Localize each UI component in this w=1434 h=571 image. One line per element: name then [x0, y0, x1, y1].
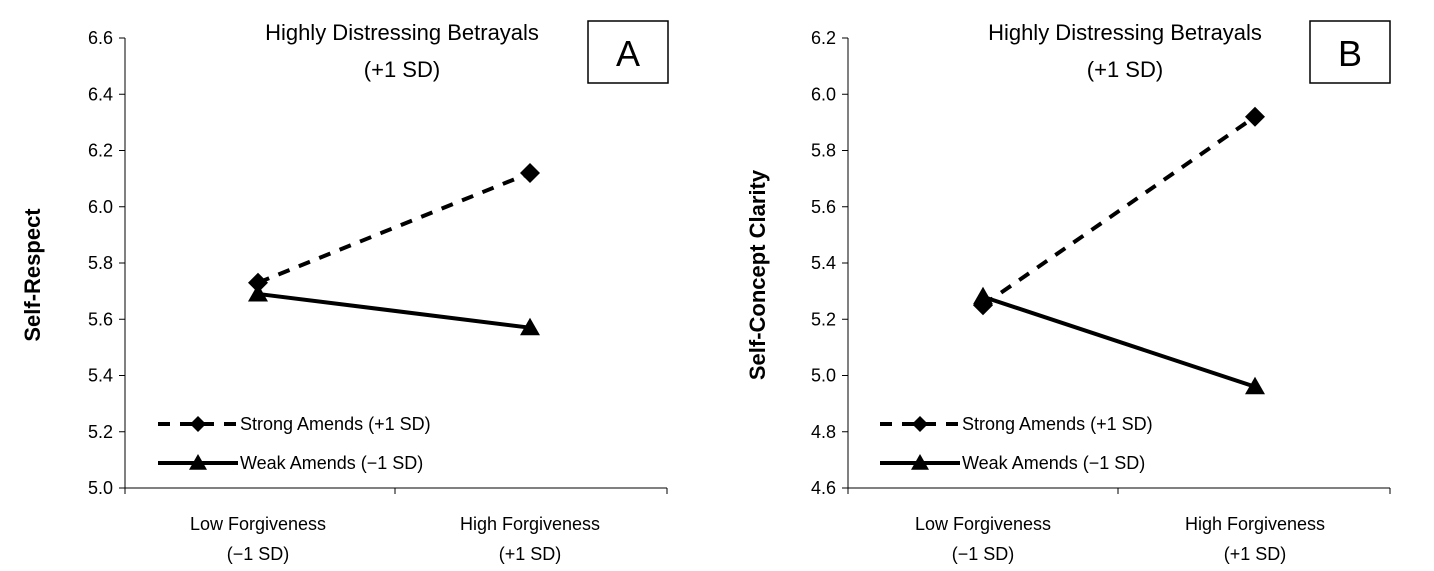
weak-amends-line: [257, 291, 531, 330]
y-tick-label: 6.0: [811, 84, 836, 104]
strong-amends-line: [257, 171, 531, 285]
chart-title: Highly Distressing Betrayals: [265, 20, 539, 45]
y-tick-label: 5.4: [88, 366, 113, 386]
y-tick-label: 5.2: [88, 422, 113, 442]
chart-title: Highly Distressing Betrayals: [988, 20, 1262, 45]
chart-panel-b: 4.6 4.8 5.0 5.2 5.4 5.6 5.8 6.0 6.2 Low Forgivene…: [745, 20, 1391, 564]
strong-amends-line: [981, 115, 1257, 307]
legend-label: Weak Amends (−1 SD): [240, 453, 423, 473]
chart-subtitle: (+1 SD): [1087, 57, 1163, 82]
legend-triangle-marker: [911, 454, 929, 470]
x-tick-label: (−1 SD): [952, 544, 1015, 564]
x-tick-label: (+1 SD): [1224, 544, 1287, 564]
x-tick-label: (−1 SD): [227, 544, 290, 564]
weak-amends-point: [1245, 376, 1265, 395]
legend-label: Strong Amends (+1 SD): [962, 414, 1153, 434]
y-tick-label: 5.8: [811, 141, 836, 161]
panel-letter: A: [616, 33, 640, 74]
legend-label: Strong Amends (+1 SD): [240, 414, 431, 434]
y-tick-label: 4.6: [811, 478, 836, 498]
y-tick-label: 6.2: [811, 28, 836, 48]
y-tick-label: 5.0: [88, 478, 113, 498]
y-tick-label: 5.4: [811, 253, 836, 273]
strong-amends-point: [248, 272, 268, 293]
y-tick-label: 6.6: [88, 28, 113, 48]
strong-amends-point: [520, 163, 540, 183]
legend-diamond-marker: [912, 416, 928, 432]
legend-triangle-marker: [189, 454, 207, 470]
x-tick-label: High Forgiveness: [1185, 514, 1325, 534]
y-tick-label: 6.2: [88, 141, 113, 161]
strong-amends-point: [973, 295, 993, 316]
y-tick-label: 6.4: [88, 84, 113, 104]
x-tick-label: Low Forgiveness: [190, 514, 326, 534]
y-tick-label: 6.0: [88, 197, 113, 217]
panel-letter-box: [1309, 20, 1391, 84]
y-tick-label: 4.8: [811, 422, 836, 442]
legend-label: Weak Amends (−1 SD): [962, 453, 1145, 473]
strong-amends-point: [1245, 106, 1265, 127]
y-tick-label: 5.6: [811, 197, 836, 217]
weak-amends-line: [982, 294, 1256, 389]
chart-subtitle: (+1 SD): [364, 57, 440, 82]
chart-panel-a: 5.0 5.2 5.4 5.6 5.8 6.0 6.2 6.4 6.6 Low Forgivene…: [20, 20, 669, 564]
y-tick-label: 5.6: [88, 309, 113, 329]
x-tick-label: (+1 SD): [499, 544, 562, 564]
y-tick-label: 5.8: [88, 253, 113, 273]
x-tick-label: High Forgiveness: [460, 514, 600, 534]
y-axis-label: Self-Respect: [20, 208, 45, 342]
y-tick-label: 5.0: [811, 366, 836, 386]
y-axis-label: Self-Concept Clarity: [745, 169, 770, 380]
legend-diamond-marker: [190, 416, 206, 432]
panel-letter-box: [587, 20, 669, 84]
y-tick-label: 5.2: [811, 309, 836, 329]
weak-amends-point: [520, 317, 540, 336]
x-tick-label: Low Forgiveness: [915, 514, 1051, 534]
panel-letter: B: [1338, 33, 1362, 74]
